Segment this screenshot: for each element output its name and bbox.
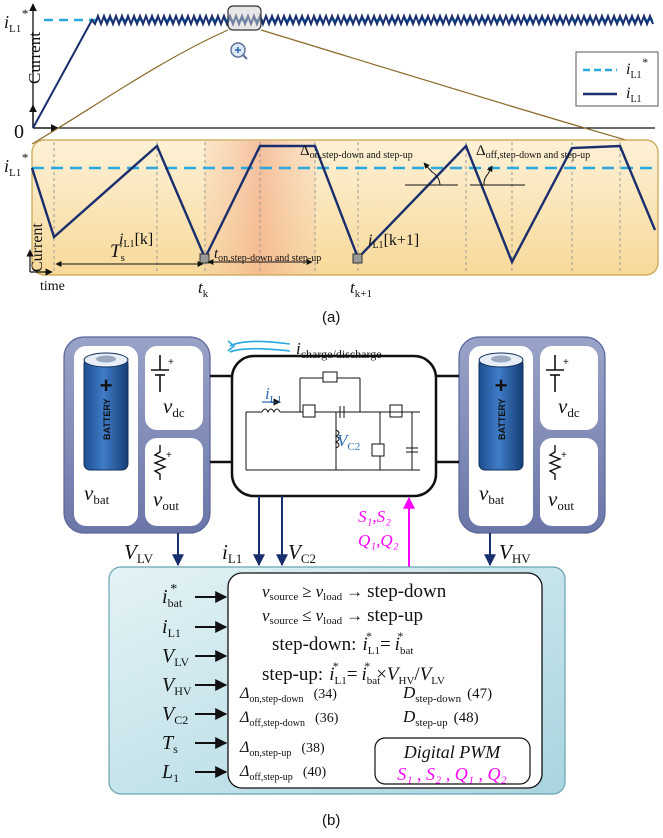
input-label: ibat* xyxy=(162,582,183,610)
input-label: L1 xyxy=(161,761,179,785)
il1-meas-label: iL1 xyxy=(222,540,242,566)
zoom-current-trace xyxy=(30,143,657,265)
svg-text:BATTERY: BATTERY xyxy=(497,399,507,441)
controller-algorithm-box xyxy=(227,572,543,789)
charge-discharge-arrows xyxy=(227,340,291,353)
left-vout-label: vout xyxy=(153,487,179,513)
caption-a: (a) xyxy=(322,309,340,326)
left-vdc-label: vdc xyxy=(163,394,185,420)
right-vdc-label: vdc xyxy=(558,394,580,420)
sample-k1-label: iL1[k+1] xyxy=(368,232,419,251)
converter-vc2-label: VC2 xyxy=(337,431,360,453)
zoom-ylabel: Current xyxy=(29,223,46,272)
sample-k-marker xyxy=(199,253,210,264)
delta-equation: Δoff,step-up (40) xyxy=(239,763,326,783)
delta-equation: Δon,step-up (38) xyxy=(239,739,325,759)
right-resistor-icon: + xyxy=(548,445,567,480)
zoom-connector-left xyxy=(31,29,229,145)
delta-on-label: Δon,step-down and step-up xyxy=(300,143,413,161)
svg-text:+: + xyxy=(495,373,508,398)
overview-current-trace xyxy=(32,13,654,129)
left-battery-icon: + BATTERY xyxy=(83,352,129,471)
overview-legend: iL1* iL1 xyxy=(575,51,659,107)
delta-equation: Δoff,step-down (36) xyxy=(239,709,339,729)
right-dc-source-icon: + xyxy=(546,355,569,392)
ton-label: ton,step-down and step-up xyxy=(214,246,321,264)
svg-text:+: + xyxy=(100,373,113,398)
zoom-connector-right xyxy=(260,29,641,145)
vlv-label: VLV xyxy=(124,540,154,566)
svg-text:+: + xyxy=(563,357,569,368)
duty-equations: Dstep-down (47)Dstep-up (48) xyxy=(402,683,492,729)
measurement-arrows xyxy=(172,496,496,567)
sample-k1-marker xyxy=(352,253,363,264)
svg-text:+: + xyxy=(166,450,172,461)
legend-ref-label: iL1* xyxy=(626,55,648,81)
left-out-panel xyxy=(145,438,203,526)
zoom-panel-background xyxy=(31,139,659,276)
panel-a-zoom: iL1* Current Ts iL1[k] ton,step-down and… xyxy=(4,139,659,326)
zoom-time-label: time xyxy=(40,279,65,294)
overview-ylabel: Current xyxy=(25,32,44,84)
input-label: Ts xyxy=(162,732,178,756)
eq-step-up: step-up: iL1* = ibat* ×VHV/VLV xyxy=(262,659,445,687)
sample-k-label: iL1[k] xyxy=(119,231,153,250)
eq-step-down: step-down: iL1* = ibat* xyxy=(272,629,413,657)
input-label: VHV xyxy=(162,674,192,698)
charge-discharge-label: icharge/discharge xyxy=(296,339,382,361)
pwm-outputs: S₁ , S₂ , Q₁ , Q₂ xyxy=(397,764,507,784)
switch-line2: Q₁,Q₂ xyxy=(358,531,399,550)
right-source-block: + BATTERY vbat + vdc + vout xyxy=(458,336,606,534)
input-label: iL1 xyxy=(162,616,181,640)
overview-ref-label: iL1* xyxy=(4,6,28,35)
legend-current-label: iL1 xyxy=(626,85,642,105)
svg-text:+: + xyxy=(168,357,174,368)
delta-equation: Δon,step-down (34) xyxy=(239,685,337,705)
converter-block: iL1 VC2 xyxy=(210,354,459,498)
left-resistor-icon: + xyxy=(153,445,172,480)
right-out-panel xyxy=(540,438,598,526)
rule-step-up: vsource ≤ vload → step-up xyxy=(262,605,423,627)
converter-frame xyxy=(230,354,438,498)
caption-b: (b) xyxy=(322,812,340,829)
converter-schematic xyxy=(245,371,420,471)
duty-equation: Dstep-down (47) xyxy=(402,683,492,705)
zoom-region-box xyxy=(227,5,262,31)
input-label: VC2 xyxy=(162,703,188,727)
svg-text:+: + xyxy=(561,450,567,461)
right-battery-icon: + BATTERY xyxy=(478,352,524,471)
zero-label: 0 xyxy=(14,121,24,143)
right-vout-label: vout xyxy=(548,487,574,513)
converter-il1-label: iL1 xyxy=(265,384,282,406)
magnifier-icon xyxy=(230,42,248,60)
ts-label: Ts xyxy=(110,241,125,264)
left-dc-source-icon: + xyxy=(151,355,174,392)
panel-a-overview: Current 0 iL1* iL1* iL1 xyxy=(4,3,659,145)
svg-text:BATTERY: BATTERY xyxy=(102,399,112,441)
legend-box xyxy=(575,51,659,107)
zoom-ref-label: iL1* xyxy=(4,150,28,179)
right-vbat-label: vbat xyxy=(479,481,505,507)
left-vbat-label: vbat xyxy=(84,481,110,507)
tk-label: tk xyxy=(198,278,209,300)
controller-inputs: ibat* iL1 VLV VHV VC2 Ts L1 xyxy=(161,582,228,785)
duty-equation: Dstep-up (48) xyxy=(402,707,479,729)
slope-angle-annotations xyxy=(405,162,525,186)
vc2-meas-label: VC2 xyxy=(288,540,316,566)
tk1-label: tk+1 xyxy=(350,278,372,300)
left-source-block: + BATTERY vbat + vdc + vout xyxy=(63,336,211,534)
switch-line1: S₁,S₂ xyxy=(358,507,391,526)
rule-step-down: vsource ≥ vload → step-down xyxy=(262,581,447,603)
vhv-label: VHV xyxy=(499,540,531,566)
panel-b: + BATTERY vbat + vdc + vout xyxy=(63,336,606,829)
input-label: VLV xyxy=(162,645,189,669)
delta-equations: Δon,step-down (34) Δoff,step-down (36) Δon,s… xyxy=(239,685,339,783)
delta-off-label: Δoff,step-down and step-up xyxy=(476,143,590,161)
zoom-gridlines xyxy=(53,142,621,272)
digital-pwm-box xyxy=(374,737,531,785)
pwm-title: Digital PWM xyxy=(403,742,501,762)
